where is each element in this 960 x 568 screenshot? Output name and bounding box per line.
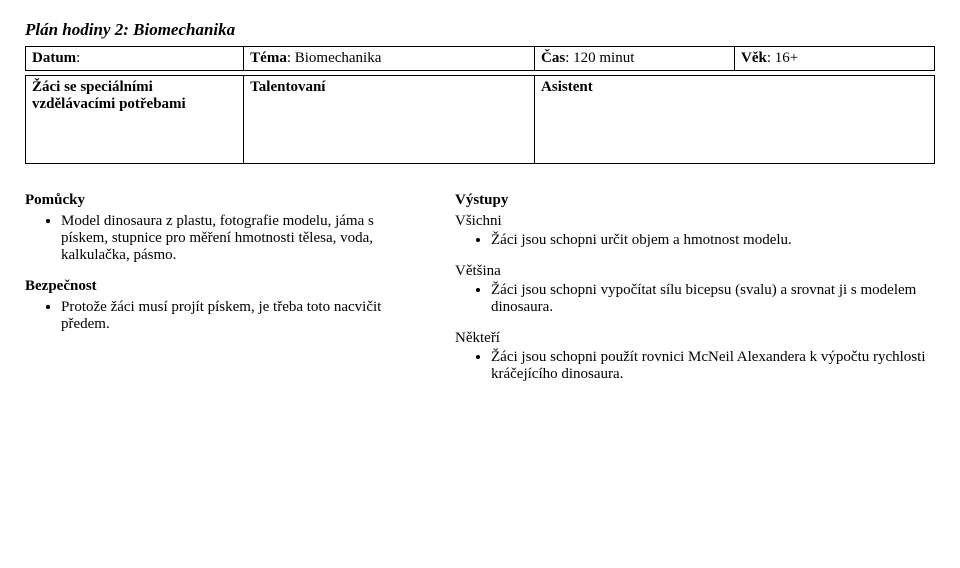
tools-heading: Pomůcky — [25, 192, 395, 209]
age-label: Věk — [741, 50, 767, 66]
all-label: Všichni — [455, 213, 935, 230]
page-title: Plán hodiny 2: Biomechanika — [25, 20, 935, 40]
cell-date: Datum: — [26, 47, 244, 71]
cell-talented: Talentovaní — [244, 76, 535, 164]
some-list: Žáci jsou schopni použít rovnici McNeil … — [455, 349, 935, 383]
cell-special-needs: Žáci se speciálními vzdělávacími potřeba… — [26, 76, 244, 164]
talented-label: Talentovaní — [250, 79, 325, 95]
assistant-label: Asistent — [541, 79, 593, 95]
special-needs-label: Žáci se speciálními vzdělávacími potřeba… — [32, 79, 186, 112]
some-label: Někteří — [455, 330, 935, 347]
list-item: Protože žáci musí projít pískem, je třeb… — [61, 299, 395, 333]
row2-table: Žáci se speciálními vzdělávacími potřeba… — [25, 75, 935, 164]
two-column-layout: Pomůcky Model dinosaura z plastu, fotogr… — [25, 192, 935, 397]
date-value: : — [76, 50, 80, 66]
cell-time: Čas: 120 minut — [535, 47, 735, 71]
all-list: Žáci jsou schopni určit objem a hmotnost… — [455, 232, 935, 249]
tools-list: Model dinosaura z plastu, fotografie mod… — [25, 213, 395, 264]
list-item: Žáci jsou schopni určit objem a hmotnost… — [491, 232, 935, 249]
table-row: Datum: Téma: Biomechanika Čas: 120 minut… — [26, 47, 935, 71]
time-value: : 120 minut — [565, 50, 634, 66]
time-label: Čas — [541, 50, 565, 66]
age-value: : 16+ — [767, 50, 798, 66]
left-column: Pomůcky Model dinosaura z plastu, fotogr… — [25, 192, 395, 397]
cell-topic: Téma: Biomechanika — [244, 47, 535, 71]
safety-heading: Bezpečnost — [25, 278, 395, 295]
most-list: Žáci jsou schopni vypočítat sílu bicepsu… — [455, 282, 935, 316]
outputs-heading: Výstupy — [455, 192, 935, 209]
most-label: Většina — [455, 263, 935, 280]
cell-age: Věk: 16+ — [735, 47, 935, 71]
list-item: Žáci jsou schopni použít rovnici McNeil … — [491, 349, 935, 383]
cell-assistant: Asistent — [535, 76, 935, 164]
list-item: Žáci jsou schopni vypočítat sílu bicepsu… — [491, 282, 935, 316]
safety-list: Protože žáci musí projít pískem, je třeb… — [25, 299, 395, 333]
topic-value: : Biomechanika — [287, 50, 382, 66]
header-table: Datum: Téma: Biomechanika Čas: 120 minut… — [25, 46, 935, 71]
list-item: Model dinosaura z plastu, fotografie mod… — [61, 213, 395, 264]
date-label: Datum — [32, 50, 76, 66]
right-column: Výstupy Všichni Žáci jsou schopni určit … — [455, 192, 935, 397]
table-row: Žáci se speciálními vzdělávacími potřeba… — [26, 76, 935, 164]
topic-label: Téma — [250, 50, 287, 66]
